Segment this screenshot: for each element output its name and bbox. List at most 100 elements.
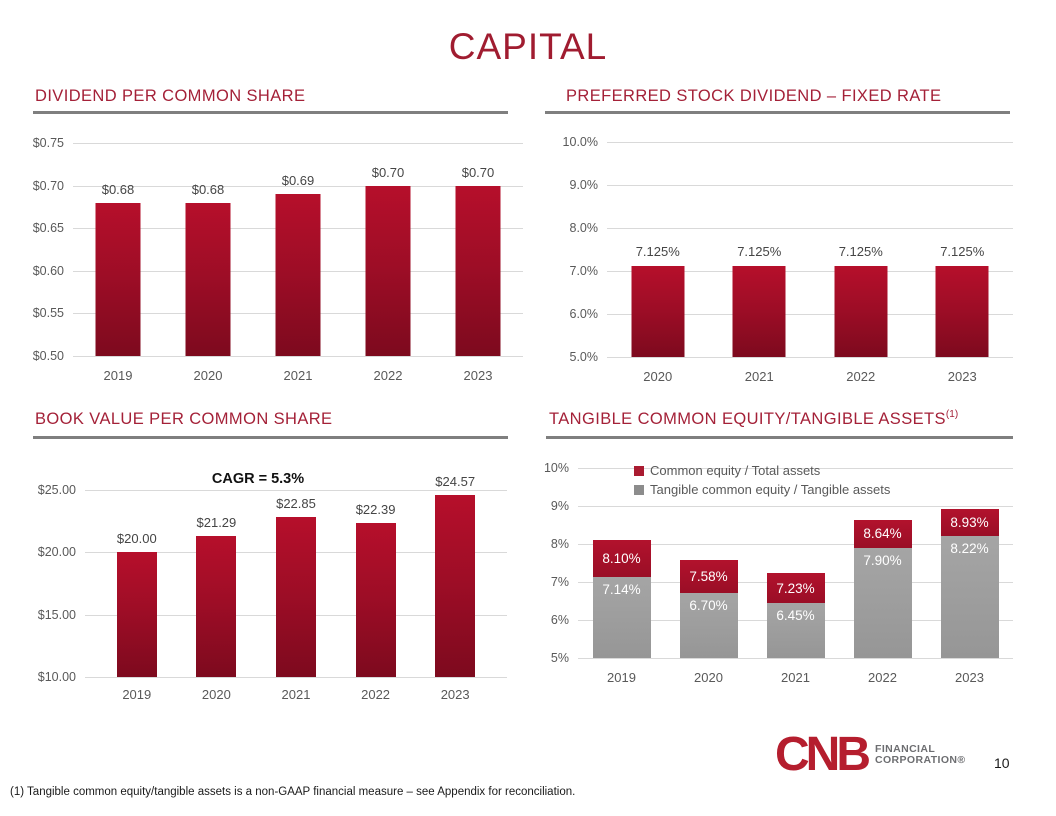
bar-value-label: 7.23%	[776, 580, 815, 596]
gridline	[607, 314, 1013, 315]
y-axis-label: $20.00	[37, 545, 76, 560]
section-title-label: PREFERRED STOCK DIVIDEND – FIXED RATE	[566, 87, 942, 105]
bar-segment-tangible-equity: 7.90%	[853, 547, 912, 658]
chart-legend: Common equity / Total assets Tangible com…	[634, 461, 890, 499]
x-axis-label: 2019	[103, 368, 133, 383]
bar-segment-tangible-equity: 7.14%	[592, 576, 651, 658]
y-axis-label: $0.60	[32, 263, 64, 278]
bar	[631, 265, 685, 357]
section-title-label: BOOK VALUE PER COMMON SHARE	[35, 410, 333, 428]
bar-value-label: $0.70	[371, 164, 405, 180]
bar	[95, 202, 141, 356]
bar-slot: $20.00	[97, 490, 177, 677]
gridline	[607, 185, 1013, 186]
bar-segment-tangible-equity: 6.45%	[766, 602, 825, 658]
legend-item: Common equity / Total assets	[634, 461, 890, 480]
y-axis-label: $0.70	[32, 178, 64, 193]
bar-segment-common-equity: 7.23%	[766, 573, 825, 603]
y-axis-label: $0.65	[32, 221, 64, 236]
bar-value-label: 8.93%	[950, 514, 989, 530]
section-divider	[33, 111, 508, 114]
gridline	[73, 143, 523, 144]
bar	[355, 522, 396, 677]
bar	[116, 552, 157, 677]
x-axis-label: 2023	[440, 687, 470, 702]
section-title-tangible-common-equity: TANGIBLE COMMON EQUITY/TANGIBLE ASSETS(1…	[549, 409, 958, 429]
bar-value-label: $0.68	[101, 181, 135, 197]
gridline	[85, 677, 507, 678]
bar-slot: $24.57	[415, 474, 495, 677]
section-title-dividend-per-common-share: DIVIDEND PER COMMON SHARE	[35, 87, 305, 106]
x-axis-label: 2021	[281, 687, 311, 702]
bar-slot: 7.23% 6.45%	[752, 468, 839, 658]
stacked-bar: 8.10% 7.14%	[592, 540, 651, 658]
x-axis-label: 2020	[201, 687, 231, 702]
bar-segment-common-equity: 8.64%	[853, 519, 912, 548]
x-axis-label: 2020	[694, 670, 723, 685]
y-axis-label: 6.0%	[569, 307, 599, 321]
cnb-logo-subtext: FINANCIAL CORPORATION®	[875, 743, 966, 767]
bar	[935, 265, 989, 357]
y-axis-label: 9.0%	[569, 178, 599, 192]
bar-value-label: $22.85	[276, 495, 316, 511]
page-title: CAPITAL	[448, 26, 608, 67]
x-axis: 2019 2020 2021 2022 2023	[97, 677, 495, 702]
preferred-stock-dividend-chart: 10.0% 9.0% 8.0% 7.0% 6.0% 5.0% 7.125% 7.125% 7.1…	[563, 135, 1013, 384]
y-axis-label: 10.0%	[562, 135, 598, 149]
section-title-book-value-per-common-share: BOOK VALUE PER COMMON SHARE	[35, 410, 332, 429]
y-axis-label: 9%	[550, 499, 569, 513]
book-value-per-common-share-chart: $25.00 $20.00 $15.00 $10.00 $20.00 $21.29 $22.…	[38, 471, 507, 702]
cagr-annotation: CAGR = 5.3%	[211, 471, 305, 487]
bar-value-label: 7.125%	[737, 243, 782, 259]
y-axis-label: 10%	[543, 461, 569, 475]
x-axis-label: 2020	[643, 369, 673, 384]
y-axis-label: 5.0%	[569, 350, 599, 364]
gridline	[607, 357, 1013, 358]
x-axis-label: 2019	[122, 687, 152, 702]
bar-segment-tangible-equity: 8.22%	[940, 535, 999, 658]
bar-slot: $0.70	[433, 143, 523, 356]
bar-value-label: $0.69	[281, 173, 315, 189]
section-divider	[33, 436, 508, 439]
tangible-common-equity-chart: 10% 9% 8% 7% 6% 5% 8.10% 7.14% 7.58% 6.70% 7.23% 6.…	[544, 461, 1013, 685]
bar-segment-common-equity: 7.58%	[679, 559, 738, 594]
bar-value-label: 6.70%	[689, 598, 728, 614]
bars-area: $20.00 $21.29 $22.85 $22.39 $24.57	[97, 474, 495, 677]
bar	[732, 265, 786, 357]
legend-swatch-red-icon	[634, 465, 644, 476]
gridline	[578, 544, 1013, 545]
legend-label: Tangible common equity / Tangible assets	[650, 482, 891, 497]
gridline	[607, 228, 1013, 229]
bar-segment-tangible-equity: 6.70%	[679, 593, 738, 658]
section-divider	[545, 111, 1010, 114]
bar-value-label: 7.14%	[602, 581, 641, 597]
bar-value-label: $22.39	[355, 501, 396, 517]
y-axis-label: $15.00	[37, 607, 76, 622]
x-axis-label: 2023	[947, 369, 977, 384]
x-axis-label: 2020	[193, 368, 223, 383]
bar-value-label: 8.22%	[950, 540, 989, 556]
x-axis-label: 2022	[373, 368, 403, 383]
bars-area: $0.68 $0.68 $0.69 $0.70 $0.70	[73, 143, 523, 356]
section-title-label: DIVIDEND PER COMMON SHARE	[35, 87, 306, 105]
bar-value-label: 7.125%	[940, 243, 985, 259]
gridline	[607, 271, 1013, 272]
bar-value-label: $24.57	[435, 474, 476, 490]
bar-value-label: 8.64%	[863, 526, 902, 542]
stacked-bar: 8.93% 8.22%	[940, 508, 999, 658]
footnote: (1) Tangible common equity/tangible asse…	[10, 786, 576, 798]
bar-value-label: $20.00	[116, 531, 157, 547]
section-title-label: TANGIBLE COMMON EQUITY/TANGIBLE ASSETS	[549, 410, 946, 428]
y-axis-label: 7%	[550, 575, 569, 589]
bar	[834, 265, 888, 357]
bar-value-label: $0.70	[461, 164, 495, 180]
bar-value-label: 7.125%	[838, 243, 883, 259]
page-number: 10	[994, 755, 1010, 771]
stacked-bar: 8.64% 7.90%	[853, 519, 912, 658]
legend-item: Tangible common equity / Tangible assets	[634, 480, 890, 499]
bar-slot: 7.125%	[607, 142, 709, 357]
gridline	[578, 468, 1013, 469]
legend-label: Common equity / Total assets	[650, 463, 821, 478]
gridline	[607, 142, 1013, 143]
